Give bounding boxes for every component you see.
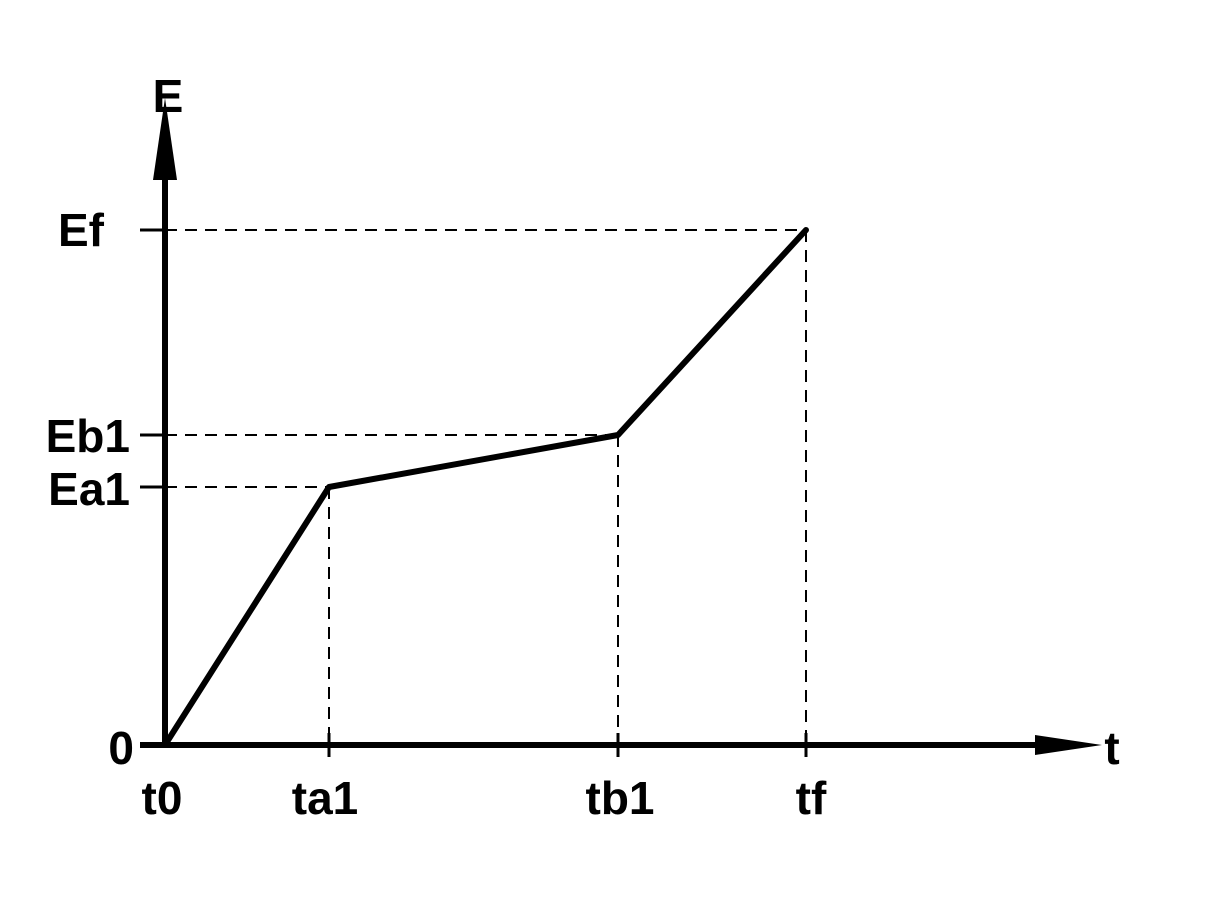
y-tick-label-ea1: Ea1 [48,463,130,515]
x-tick-label-t0: t0 [142,772,183,824]
series-line [162,227,809,748]
dashed-guide-lines [165,229,807,745]
x-tick-label-ta1: ta1 [292,772,358,824]
axis-ticks [140,228,808,757]
x-axis-title: t [1104,722,1119,774]
y-axis-arrow-icon [153,98,177,180]
y-tick-label-eb1: Eb1 [46,410,130,462]
x-tick-label-tb1: tb1 [586,772,655,824]
x-axis-arrow-icon [1035,735,1102,755]
y-tick-label-0: 0 [108,722,134,774]
y-tick-label-ef: Ef [58,204,105,256]
y-axis-title: E [153,70,184,122]
x-tick-label-tf: tf [796,772,827,824]
axes [140,98,1102,755]
